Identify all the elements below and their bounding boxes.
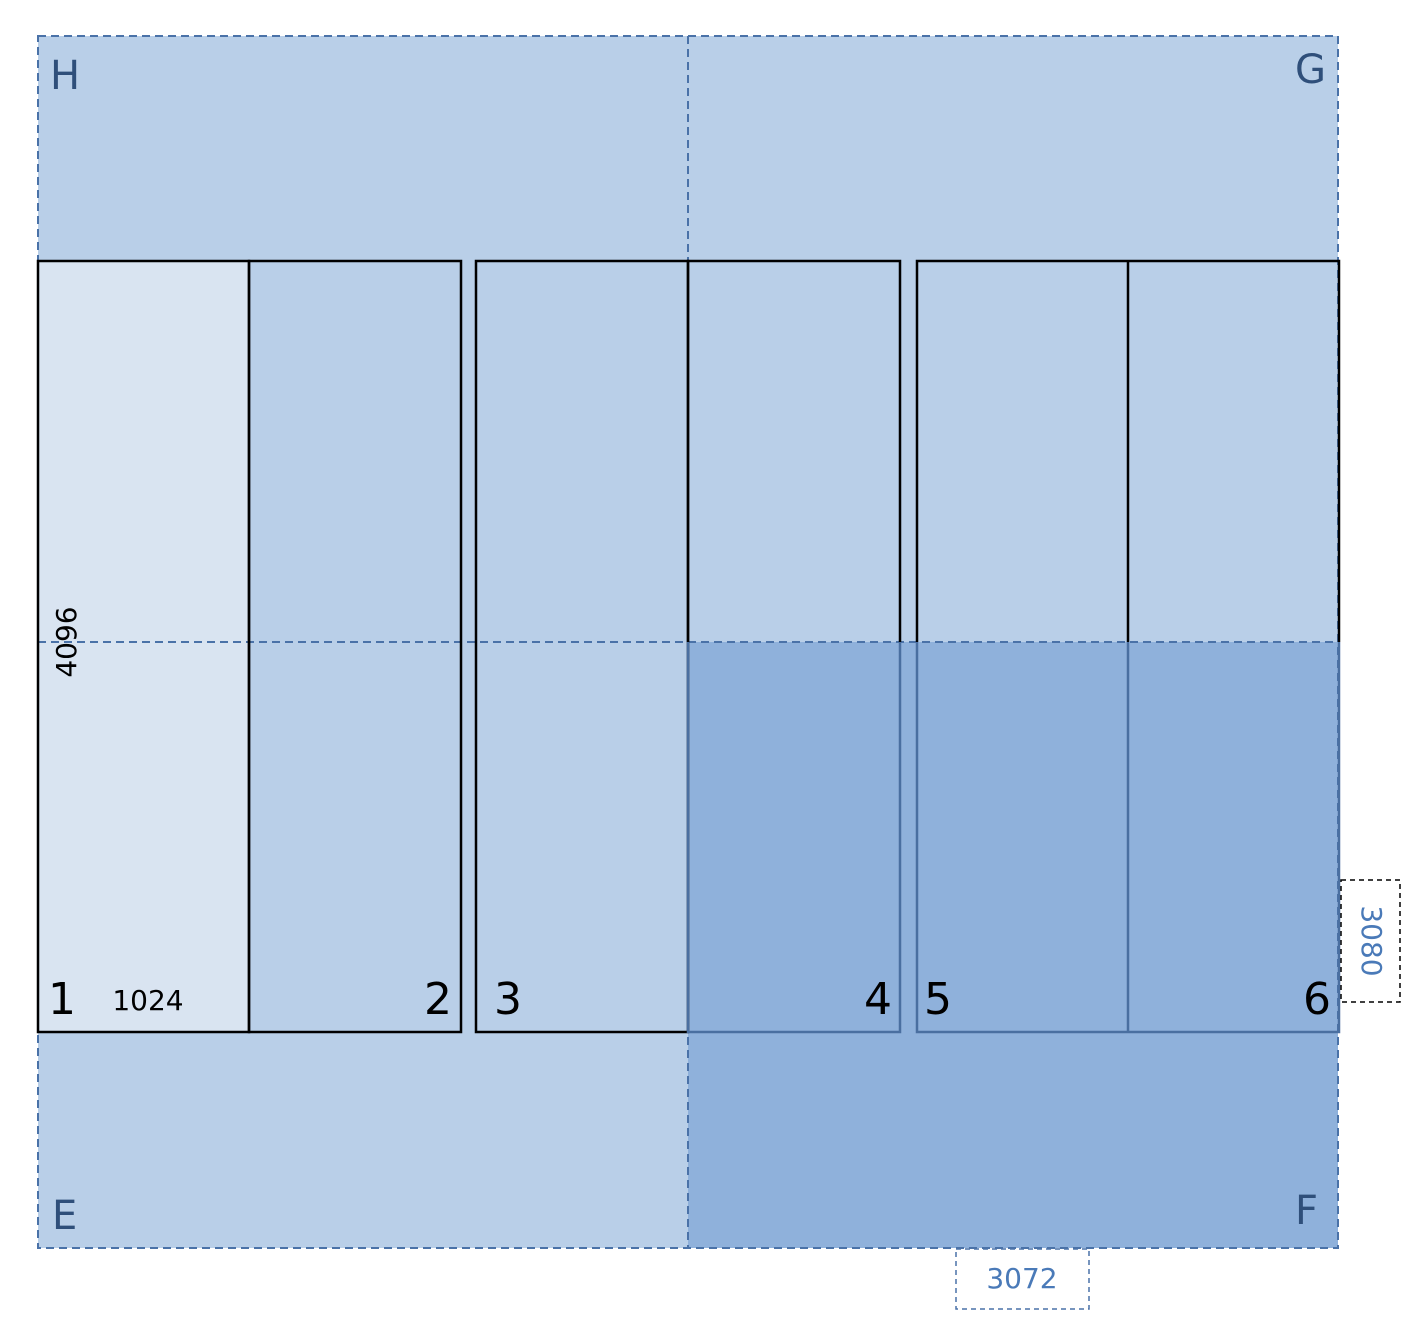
- panel-bottom-edges: [686, 642, 1341, 1034]
- panel-number: 6: [1303, 974, 1331, 1025]
- panel-1-fill: [38, 261, 249, 1032]
- corner-label: G: [1295, 47, 1326, 93]
- height-label: 4096: [50, 606, 83, 677]
- panels: [36, 259, 1341, 1034]
- corner-label: F: [1295, 1188, 1318, 1234]
- width-label: 1024: [112, 984, 183, 1017]
- bottom-offset-label: 3072: [986, 1262, 1057, 1295]
- panel-number: 4: [864, 974, 892, 1025]
- right-offset-box: [1340, 879, 1401, 1003]
- panel-top-edges: [686, 259, 1341, 642]
- bottom-offset-box: [955, 1248, 1090, 1310]
- dark-quadrant: [688, 642, 1338, 1248]
- right-offset-label: 3080: [1355, 905, 1388, 976]
- panel-number: 1: [48, 974, 76, 1025]
- corner-label: H: [50, 53, 80, 99]
- panel-number: 3: [494, 974, 522, 1025]
- panel-number: 2: [424, 974, 452, 1025]
- panel-number: 5: [924, 974, 952, 1025]
- panel: [247, 259, 463, 1034]
- corner-label: E: [52, 1193, 77, 1239]
